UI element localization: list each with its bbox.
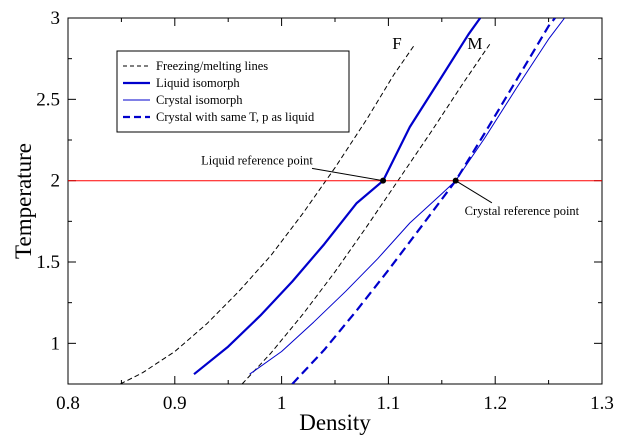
x-tick-label: 0.8 (56, 393, 80, 414)
x-axis-title: Density (299, 410, 371, 435)
reference-point-label: Crystal reference point (465, 204, 580, 218)
x-tick-label: 1.1 (377, 393, 401, 414)
reference-point-label: Liquid reference point (201, 153, 313, 167)
series-line-2 (241, 43, 491, 384)
axes: 0.8 0.9 1 1.1 1.2 1.3 1 1.5 2 2.5 3 (36, 8, 614, 414)
curve-label: M (467, 34, 482, 53)
x-tick-label: 1 (277, 393, 287, 414)
annotation-leader (311, 167, 384, 182)
reference-points-layer: Liquid reference point Crystal reference … (201, 153, 580, 217)
x-tick-label: 1.3 (590, 393, 614, 414)
legend-label: Crystal with same T, p as liquid (156, 110, 315, 124)
series-layer (68, 18, 602, 384)
reference-point-marker (380, 177, 387, 184)
legend-box (116, 50, 350, 133)
y-tick-label: 2 (51, 171, 61, 192)
annotation-leader (455, 180, 493, 204)
y-tick-label: 1 (51, 333, 61, 354)
legend: Freezing/melting lines Liquid isomorph Cry… (116, 50, 350, 133)
legend-label: Liquid isomorph (156, 76, 240, 90)
x-tick-label: 1.2 (483, 393, 507, 414)
series-line-4 (249, 18, 565, 375)
curve-label: F (392, 34, 401, 53)
y-tick-label: 3 (51, 8, 61, 29)
legend-label: Crystal isomorph (156, 93, 243, 107)
y-tick-label: 2.5 (36, 89, 60, 110)
legend-label: Freezing/melting lines (156, 59, 268, 73)
series-line-3 (193, 18, 482, 376)
y-tick-label: 1.5 (36, 252, 60, 273)
y-axis-title: Temperature (11, 143, 36, 259)
x-tick-label: 0.9 (163, 393, 187, 414)
series-line-1 (120, 43, 416, 384)
reference-point-marker (452, 177, 459, 184)
series-line-5 (291, 18, 556, 384)
